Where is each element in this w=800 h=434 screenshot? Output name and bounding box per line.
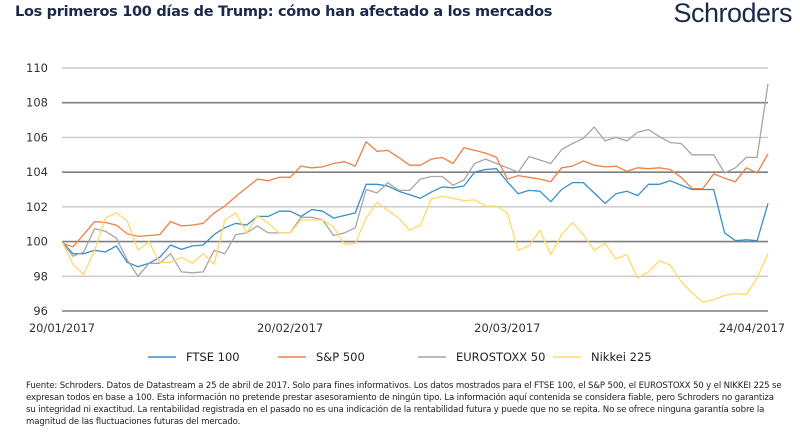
- y-tick-label: 104: [26, 165, 48, 179]
- y-tick-label: 98: [33, 269, 48, 283]
- x-tick-label: 20/03/2017: [474, 321, 540, 335]
- legend-label: Nikkei 225: [591, 350, 652, 364]
- y-tick-label: 102: [26, 200, 48, 214]
- x-tick-label: 20/02/2017: [257, 321, 323, 335]
- y-tick-label: 108: [26, 96, 48, 110]
- source-footnote: Fuente: Schroders. Datos de Datastream a…: [26, 381, 782, 427]
- x-tick-label: 24/04/2017: [719, 321, 785, 335]
- chart-title: Los primeros 100 días de Trump: cómo han…: [15, 4, 553, 20]
- x-tick-label: 20/01/2017: [29, 321, 95, 335]
- series-line-ftse-100: [61, 168, 769, 268]
- series-line-nikkei-225: [61, 195, 769, 303]
- series-line-s-p-500: [61, 141, 769, 248]
- y-tick-label: 106: [26, 130, 48, 144]
- line-chart: 96 98 100 102 104 106 108 110 20/01/2017 20/02/2…: [26, 61, 785, 364]
- legend-label: FTSE 100: [186, 350, 240, 364]
- y-tick-label: 96: [33, 304, 48, 318]
- legend-label: EUROSTOXX 50: [456, 350, 545, 364]
- series-line-eurostoxx-50: [61, 83, 769, 277]
- schroders-logo: Schroders: [673, 0, 792, 28]
- legend-label: S&P 500: [316, 350, 365, 364]
- y-tick-label: 110: [26, 61, 48, 75]
- y-tick-label: 100: [26, 235, 48, 249]
